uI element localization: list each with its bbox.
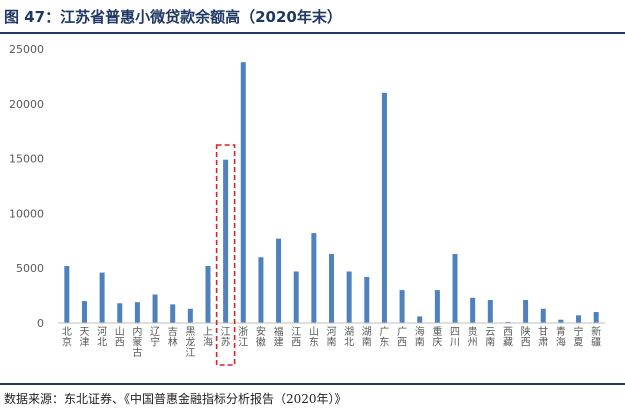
bar xyxy=(523,299,529,323)
highlight-dashed-box xyxy=(215,144,236,366)
bar xyxy=(276,238,282,323)
bottom-rule xyxy=(0,383,625,385)
bar xyxy=(434,290,440,323)
x-axis: 北京天津河北山西内蒙古辽宁吉林黑龙江上海江苏浙江安徽福建江西山东河南湖北湖南广东… xyxy=(58,322,605,359)
x-tick-label: 山西 xyxy=(115,326,125,349)
bar xyxy=(134,302,140,323)
bar xyxy=(329,253,334,323)
x-tick-label: 河北 xyxy=(97,326,107,349)
bar xyxy=(346,271,352,323)
x-tick-label: 江西 xyxy=(291,326,301,349)
bar xyxy=(81,301,87,323)
y-tick-label: 5000 xyxy=(16,262,44,275)
bar xyxy=(64,266,70,323)
bar xyxy=(487,299,493,323)
x-tick-label: 天津 xyxy=(79,327,89,349)
x-tick-label: 宁夏 xyxy=(574,325,584,349)
bar xyxy=(381,92,387,323)
bar xyxy=(205,266,211,323)
x-tick-label: 江苏 xyxy=(221,326,231,349)
x-tick-label: 甘肃 xyxy=(538,325,548,349)
bar xyxy=(311,233,317,323)
bar xyxy=(540,308,546,323)
y-tick-label: 0 xyxy=(37,317,44,330)
x-tick-label: 辽宁 xyxy=(150,326,160,349)
x-tick-label: 河南 xyxy=(327,326,337,349)
x-tick-label: 福建 xyxy=(274,325,284,349)
y-axis: 0 5000 10000 15000 20000 25000 xyxy=(9,43,44,330)
bar xyxy=(187,308,193,323)
x-tick-label: 安徽 xyxy=(256,325,266,349)
bar xyxy=(240,62,246,323)
bar xyxy=(399,290,405,323)
x-tick-label: 青海 xyxy=(556,325,566,349)
bar xyxy=(170,304,176,323)
source-note: 数据来源：东北证券、《中国普惠金融指标分析报告（2020年）》 xyxy=(4,392,347,406)
bar xyxy=(99,272,105,323)
x-tick-label: 新疆 xyxy=(591,325,601,349)
x-tick-label: 海南 xyxy=(415,325,425,349)
y-tick-label: 10000 xyxy=(9,207,44,220)
y-tick-label: 25000 xyxy=(9,43,44,56)
x-tick-label: 内蒙古 xyxy=(132,325,142,359)
bar xyxy=(258,257,264,323)
x-tick-label: 湖南 xyxy=(362,326,372,349)
bar xyxy=(117,303,123,323)
x-tick-label: 黑龙江 xyxy=(185,326,195,359)
x-tick-label: 山东 xyxy=(309,326,319,349)
bar xyxy=(505,321,511,323)
x-tick-label: 浙江 xyxy=(238,326,248,349)
bar xyxy=(593,312,599,323)
top-rule xyxy=(0,32,625,34)
bar xyxy=(558,319,564,323)
x-tick-label: 北京 xyxy=(62,326,72,349)
x-tick-label: 西藏 xyxy=(503,327,513,349)
x-tick-label: 吉林 xyxy=(168,326,178,349)
bar xyxy=(223,159,229,323)
bar xyxy=(364,276,370,323)
highlight-box xyxy=(215,144,236,366)
bar xyxy=(152,294,158,323)
x-tick-label: 四川 xyxy=(450,327,460,349)
bar xyxy=(576,315,582,323)
bar-chart: 0 5000 10000 15000 20000 25000 北京天津河北山西内蒙古辽宁吉… xyxy=(9,43,605,366)
bars xyxy=(64,62,599,323)
x-tick-label: 湖北 xyxy=(344,326,354,349)
x-tick-label: 重庆 xyxy=(432,325,442,349)
y-tick-label: 15000 xyxy=(9,153,44,166)
x-tick-label: 云南 xyxy=(485,327,495,349)
x-tick-label: 贵州 xyxy=(468,325,478,349)
bar xyxy=(293,271,299,323)
x-tick-label: 广西 xyxy=(397,326,407,349)
bar xyxy=(452,253,458,323)
figure-title: 图 47：江苏省普惠小微贷款余额高（2020年末） xyxy=(4,8,342,26)
x-tick-label: 陕西 xyxy=(521,325,531,349)
x-tick-label: 广东 xyxy=(379,326,389,349)
x-tick-label: 上海 xyxy=(203,326,213,349)
bar xyxy=(417,316,423,323)
bar xyxy=(470,297,476,323)
y-tick-label: 20000 xyxy=(9,98,44,111)
